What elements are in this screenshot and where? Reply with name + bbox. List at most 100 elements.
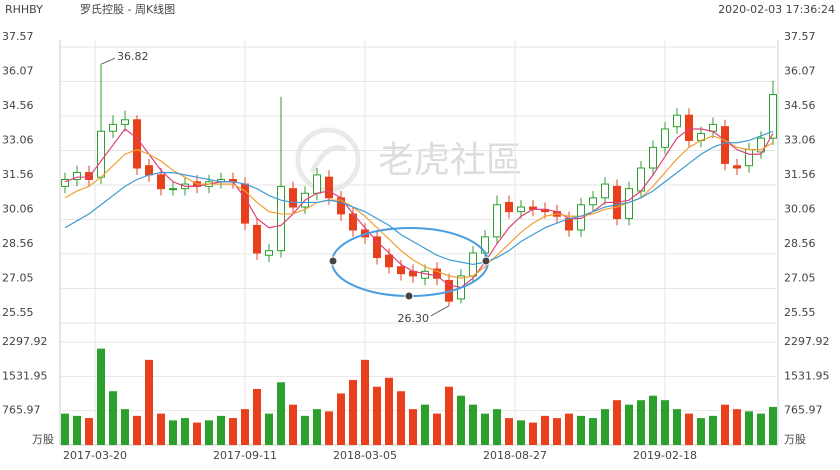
y-tick-label: 25.55	[2, 306, 34, 319]
candle-body	[157, 174, 165, 190]
volume-bar	[301, 415, 309, 445]
candle-body	[289, 188, 297, 208]
y-tick-label-right: 31.56	[784, 168, 816, 181]
candle-body	[757, 137, 765, 153]
y-tick-label-right: 28.56	[784, 237, 816, 250]
volume-bar	[589, 418, 597, 445]
y-tick-label: 37.57	[2, 30, 34, 43]
candle-body	[61, 178, 69, 187]
volume-bar	[637, 400, 645, 445]
volume-bar	[265, 413, 273, 445]
x-tick-label: 2018-08-27	[483, 449, 547, 462]
volume-bar	[661, 400, 669, 445]
volume-bar	[517, 420, 525, 445]
candle-body	[769, 94, 777, 139]
volume-bar	[553, 418, 561, 445]
candle-body	[673, 114, 681, 128]
volume-bar	[121, 409, 129, 445]
volume-bar	[133, 415, 141, 445]
y-tick-label: 27.05	[2, 272, 34, 285]
volume-bar	[469, 404, 477, 445]
y-tick-label: 33.06	[2, 134, 34, 147]
candle-body	[385, 254, 393, 268]
volume-bar	[481, 413, 489, 445]
volume-bar	[601, 409, 609, 445]
volume-bar	[337, 393, 345, 445]
volume-bar	[169, 420, 177, 445]
volume-bar	[97, 348, 105, 445]
volume-bar	[157, 413, 165, 445]
volume-bar	[241, 409, 249, 445]
y-tick-label-right: 34.56	[784, 99, 816, 112]
volume-bar	[325, 411, 333, 445]
moving-average-line	[64, 130, 774, 266]
volume-bar	[409, 409, 417, 445]
candle-body	[133, 119, 141, 169]
volume-bar	[757, 413, 765, 445]
volume-bar	[397, 391, 405, 445]
x-tick-label: 2018-03-05	[333, 449, 397, 462]
candle-body	[145, 165, 153, 176]
volume-bar	[361, 359, 369, 445]
annotation: 36.82	[117, 50, 149, 63]
volume-bar	[349, 380, 357, 445]
y-tick-label: 30.06	[2, 202, 34, 215]
volume-tick-label: 765.97	[2, 404, 41, 417]
x-tick-label: 2017-09-11	[213, 449, 277, 462]
volume-bar	[289, 404, 297, 445]
candle-body	[277, 185, 285, 252]
volume-bar	[721, 404, 729, 445]
chart-name: 罗氏控股 - 周K线图	[80, 2, 175, 16]
candle-body	[601, 183, 609, 199]
volume-bar	[613, 400, 621, 445]
volume-bar	[649, 395, 657, 445]
volume-bar	[433, 413, 441, 445]
annotation: 26.30	[398, 312, 430, 325]
volume-bar	[73, 415, 81, 445]
volume-bar	[625, 404, 633, 445]
y-tick-label: 31.56	[2, 168, 34, 181]
volume-bar	[253, 388, 261, 445]
candle-body	[721, 126, 729, 164]
candle-body	[649, 146, 657, 169]
watermark-text: 老虎社區	[378, 140, 522, 181]
volume-bar	[61, 413, 69, 445]
volume-bar	[277, 382, 285, 445]
candle-body	[745, 149, 753, 167]
volume-bar	[709, 415, 717, 445]
volume-bar	[193, 422, 201, 445]
candle-body	[685, 114, 693, 141]
candle-body	[73, 172, 81, 180]
candle-body	[565, 218, 573, 231]
candle-body	[265, 250, 273, 256]
volume-unit: 万股	[32, 433, 54, 446]
volume-tick-label-right: 2297.92	[784, 335, 830, 348]
candle-body	[661, 128, 669, 148]
candle-body	[493, 204, 501, 238]
candle-body	[589, 197, 597, 206]
volume-bar	[541, 415, 549, 445]
volume-bar	[217, 415, 225, 445]
volume-unit-right: 万股	[784, 433, 806, 446]
volume-bar	[493, 409, 501, 445]
candle-body	[505, 201, 513, 213]
y-tick-label: 36.07	[2, 64, 34, 77]
volume-bar	[421, 404, 429, 445]
y-tick-label-right: 25.55	[784, 306, 816, 319]
candle-body	[313, 174, 321, 194]
moving-average-line	[64, 128, 774, 289]
volume-bar	[673, 409, 681, 445]
volume-bar	[385, 377, 393, 445]
volume-tick-label-right: 1531.95	[784, 369, 830, 382]
y-tick-label: 34.56	[2, 99, 34, 112]
volume-bar	[697, 418, 705, 445]
candle-body	[373, 236, 381, 259]
candle-body	[397, 266, 405, 275]
moving-average-line	[64, 135, 774, 279]
volume-tick-label: 1531.95	[2, 369, 48, 382]
highlight-ellipse	[328, 227, 491, 301]
volume-bar	[109, 391, 117, 445]
volume-bar	[565, 413, 573, 445]
volume-bar	[445, 386, 453, 445]
